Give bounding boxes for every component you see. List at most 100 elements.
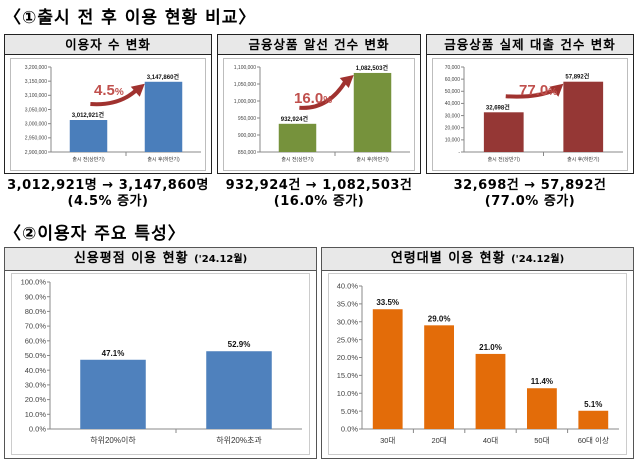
data-label: 5.1% [584,400,602,409]
x-tick-label: 출시 전(상반기) [72,156,105,163]
y-tick-label: 60,000 [445,77,461,83]
growth-unit: % [548,87,557,98]
y-tick-label: 3,050,000 [25,107,47,113]
y-tick-label: 1,000,000 [234,99,256,105]
y-tick-label: 3,150,000 [25,79,47,85]
y-tick-label: 80.0% [25,307,47,316]
y-tick-label: 15.0% [337,371,359,380]
x-tick-label: 40대 [483,436,498,445]
bar [563,81,604,152]
y-tick-label: 950,000 [238,116,256,122]
users-change-summary-line1: 3,012,921명 → 3,147,860명 [7,178,209,193]
data-label: 33.5% [376,298,399,307]
x-tick-label: 출시 후(하반기) [147,156,180,163]
bar [578,410,609,429]
data-label: 1,082,503건 [356,64,389,72]
data-label: 932,924건 [281,115,309,123]
y-tick-label: 5.0% [341,407,358,416]
y-tick-label: 30,000 [445,113,461,119]
x-tick-label: 출시 전(상반기) [488,156,521,163]
y-tick-label: 2,900,000 [25,150,47,156]
data-label: 3,147,860건 [147,73,180,81]
y-tick-label: 30.0% [25,381,47,390]
credit-score-title: 신용평점 이용 현황 ('24.12월) [5,248,316,271]
bar [526,388,557,429]
y-tick-label: 25.0% [337,335,359,344]
actual-loan-summary-line2: (77.0% 증가) [484,194,576,209]
bar [144,81,183,152]
x-tick-label: 출시 전(상반기) [281,156,314,163]
data-label: 11.4% [531,377,553,386]
growth-arrowhead [339,74,354,88]
y-tick-label: 3,100,000 [25,93,47,99]
users-change-title: 이용자 수 변화 [5,35,211,55]
data-label: 57,892건 [565,73,589,81]
users-change-summary-line2: (4.5% 증가) [67,194,149,209]
loan-referral-panel: 금융상품 알선 건수 변화 850,000 900,000 950,000 1,000… [217,34,421,174]
data-label: 52.9% [228,340,251,349]
bar [372,309,403,429]
y-tick-label: 90.0% [25,292,47,301]
data-label: 21.0% [479,343,502,352]
bar [69,120,108,152]
y-tick-label: 10.0% [25,410,47,419]
x-tick-label: 50대 [534,436,549,445]
y-tick-label: 20.0% [25,395,47,404]
credit-score-chart: 0.0% 10.0% 20.0% 30.0% 40.0% 50.0% 60.0% 70.0% 8… [21,278,302,445]
y-tick-label: 0.0% [29,425,46,434]
users-change-chart: 2,900,000 2,950,000 3,000,000 3,050,000 3,10… [25,65,201,163]
y-tick-label: 70.0% [25,322,47,331]
growth-arrowhead [549,83,564,97]
loan-referral-summary-line1: 932,924건 → 1,082,503건 [225,178,413,193]
y-tick-label: 2,950,000 [25,136,47,142]
age-group-chart: 0.0% 5.0% 10.0% 15.0% 20.0% 25.0% 30.0% 35.0% 40… [337,282,619,445]
data-label: 47.1% [102,349,125,358]
growth-unit: % [115,87,124,98]
x-tick-label: 30대 [380,436,395,445]
age-group-title-suffix: ('24.12월) [511,254,565,265]
growth-arrow [90,88,139,107]
credit-score-title-suffix: ('24.12월) [194,254,248,265]
data-label: 3,012,921건 [72,111,105,119]
credit-score-title-text: 신용평점 이용 현황 [73,251,189,266]
y-tick-label: 1,050,000 [234,82,256,88]
bar [80,359,146,429]
bar [424,325,455,429]
bar [353,72,392,152]
credit-score-panel: 신용평점 이용 현황 ('24.12월) 0.0% 10.0% 20.0% 30.0%… [4,247,317,459]
growth-label: 4.5% [94,82,124,99]
actual-loan-title: 금융상품 실제 대출 건수 변화 [427,35,633,55]
x-tick-label: 하위20%이하 [90,435,136,445]
y-tick-label: 10,000 [445,138,461,144]
y-tick-label: 900,000 [238,133,256,139]
y-tick-label: 1,100,000 [234,65,256,71]
bar [278,123,317,152]
age-group-title: 연령대별 이용 현황 ('24.12월) [322,248,633,271]
section1-title: 〈①출시 전 후 이용 현황 비교〉 [4,8,257,28]
actual-loan-summary: 32,698건 → 57,892건 (77.0% 증가) [426,178,634,210]
y-tick-label: 20.0% [337,353,359,362]
x-tick-label: 출시 후(하반기) [356,156,389,163]
y-tick-label: 3,200,000 [25,65,47,71]
data-label: 29.0% [428,314,451,323]
data-label: 32,698건 [486,103,510,111]
age-group-title-text: 연령대별 이용 현황 [390,251,506,266]
loan-referral-chart: 850,000 900,000 950,000 1,000,000 1,050,000 1… [234,64,410,163]
y-tick-label: 10.0% [337,389,359,398]
growth-unit: % [323,95,332,106]
growth-label: 77.0% [519,82,557,99]
y-tick-label: - [458,150,460,156]
users-change-summary: 3,012,921명 → 3,147,860명 (4.5% 증가) [4,178,212,210]
bar [206,351,272,429]
x-tick-label: 출시 후(하반기) [567,156,600,163]
growth-arrow [299,79,348,110]
growth-arrowhead [130,83,145,97]
y-tick-label: 40.0% [25,366,47,375]
actual-loan-panel: 금융상품 실제 대출 건수 변화 - 10,000 20,000 30,000 40,0… [426,34,634,174]
y-tick-label: 40,000 [445,101,461,107]
y-tick-label: 20,000 [445,125,461,131]
y-tick-label: 850,000 [238,150,256,156]
y-tick-label: 40.0% [337,282,359,291]
y-tick-label: 100.0% [21,278,47,287]
loan-referral-summary: 932,924건 → 1,082,503건 (16.0% 증가) [217,178,421,210]
